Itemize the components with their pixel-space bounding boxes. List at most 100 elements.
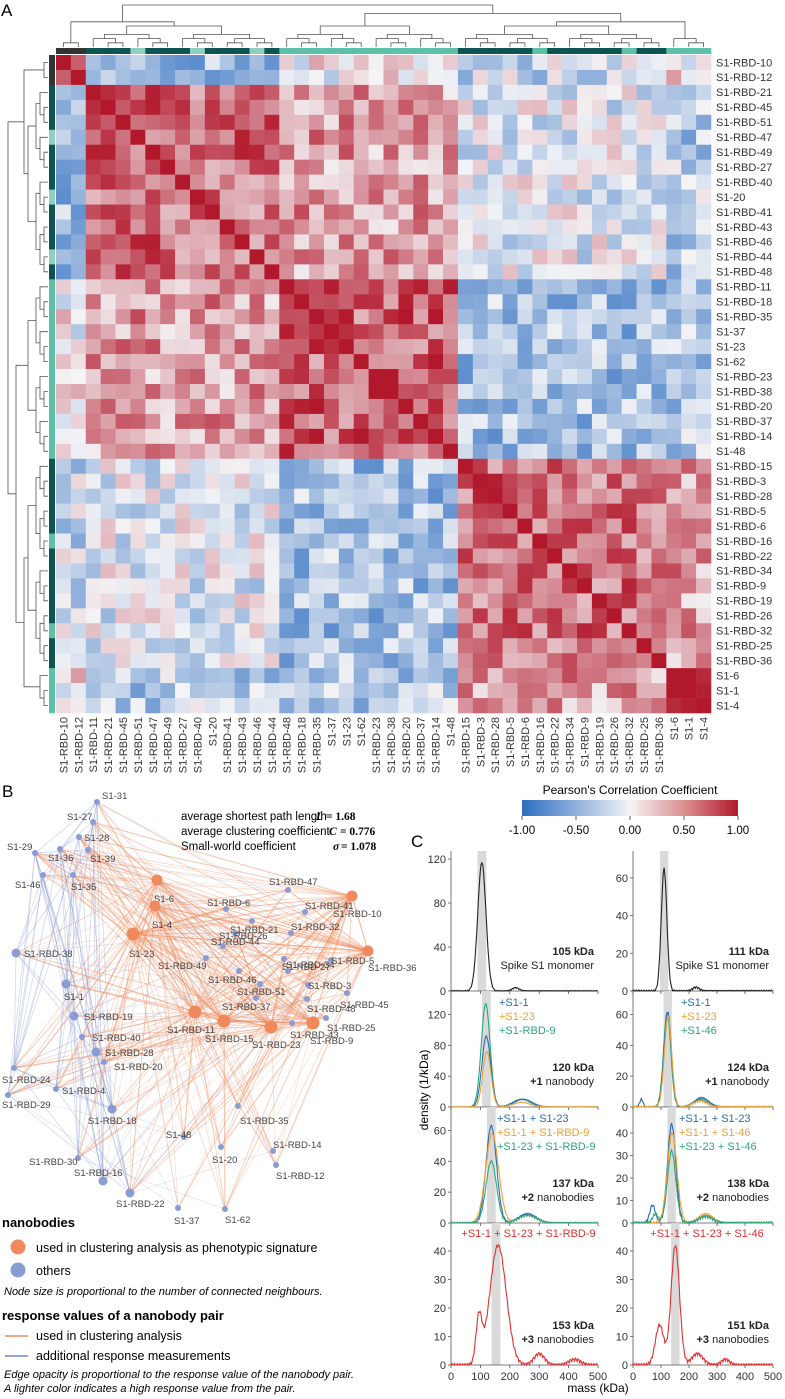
heatmap-cell	[189, 129, 206, 146]
network-node-label: S1-RBD-29	[2, 1100, 51, 1111]
heatmap-cell	[338, 84, 355, 101]
heatmap-cell	[621, 608, 637, 624]
column-label: S1-RBD-32	[624, 717, 636, 773]
network-edge	[102, 895, 353, 1182]
network-edge	[65, 933, 134, 985]
network-edge	[222, 945, 369, 952]
heatmap-cell	[309, 219, 325, 235]
heatmap-cell	[264, 683, 280, 699]
network-edge	[87, 849, 113, 1110]
heatmap-cell	[457, 503, 474, 519]
heatmap-cell	[189, 249, 206, 265]
heatmap-cell	[502, 623, 518, 639]
heatmap-cell	[219, 458, 235, 475]
heatmap-cell	[160, 384, 176, 400]
heatmap-cell	[204, 159, 221, 175]
heatmap-cell	[413, 608, 429, 624]
heatmap-cell	[517, 219, 533, 235]
heatmap-cell	[398, 249, 414, 265]
heatmap-cell	[636, 563, 652, 579]
heatmap-cell	[383, 548, 399, 564]
heatmap-cell	[547, 309, 563, 325]
network-edge	[73, 1011, 196, 1017]
network-edge	[7, 879, 158, 1096]
heatmap-cell	[428, 563, 444, 579]
heatmap-cell	[651, 638, 667, 654]
network-edge	[59, 848, 105, 1063]
heatmap-cell	[368, 84, 384, 101]
heatmap-cell	[189, 309, 206, 325]
heatmap-cell	[115, 129, 131, 146]
mp-y-tick-label: 40	[616, 911, 628, 923]
heatmap-cell	[591, 309, 608, 325]
heatmap-cell	[309, 683, 325, 699]
heatmap-cell	[681, 518, 697, 534]
heatmap-cell	[398, 264, 414, 280]
heatmap-cell	[606, 548, 622, 564]
heatmap-cell	[219, 653, 235, 669]
heatmap-cell	[204, 563, 221, 579]
network-edge	[103, 895, 353, 1063]
heatmap-cell	[353, 488, 369, 504]
heatmap-cell	[606, 398, 622, 415]
heatmap-cell	[577, 563, 593, 579]
network-node	[98, 1176, 108, 1186]
heatmap-cell	[368, 219, 384, 235]
heatmap-cell	[547, 653, 563, 669]
heatmap-cell	[56, 174, 72, 190]
network-edge	[96, 801, 272, 1028]
heatmap-cell	[443, 174, 459, 190]
heatmap-cell	[264, 698, 280, 714]
network-edge	[7, 1094, 185, 1138]
heatmap-cell	[353, 533, 369, 549]
heatmap-cell	[56, 533, 72, 549]
heatmap-cell	[696, 518, 712, 534]
heatmap-cell	[338, 443, 355, 460]
heatmap-cell	[636, 279, 652, 295]
column-label: S1-RBD-36	[654, 717, 666, 773]
network-edge	[238, 970, 314, 1024]
network-edge	[78, 836, 289, 972]
heatmap-cell	[577, 473, 593, 489]
network-edge	[87, 849, 156, 907]
heatmap-cell	[249, 69, 265, 86]
heatmap-cell	[636, 413, 652, 430]
heatmap-cell	[517, 608, 533, 624]
heatmap-cell	[502, 443, 518, 460]
heatmap-cell	[487, 174, 503, 190]
heatmap-cell	[502, 189, 518, 205]
heatmap-cell	[443, 413, 459, 430]
network-edge	[103, 1022, 314, 1063]
heatmap-cell	[368, 698, 384, 714]
heatmap-cell	[279, 548, 295, 564]
heatmap-cell	[428, 413, 444, 430]
heatmap-cell	[457, 279, 474, 295]
heatmap-cell	[666, 578, 682, 594]
heatmap-cell	[502, 249, 518, 265]
heatmap-cell	[249, 339, 265, 355]
heatmap-cell	[234, 279, 250, 295]
heatmap-cell	[175, 533, 191, 549]
heatmap-cell	[204, 99, 221, 116]
network-edge	[42, 874, 83, 1038]
network-edge	[306, 895, 353, 1000]
heatmap-cell	[651, 219, 667, 235]
heatmap-cell	[264, 234, 280, 250]
network-edge	[81, 1036, 131, 1194]
heatmap-cell	[100, 369, 116, 385]
heatmap-cell	[70, 413, 87, 430]
network-edge	[55, 998, 308, 1090]
heatmap-cell	[502, 518, 518, 534]
heatmap-cell	[175, 458, 191, 475]
heatmap-cell	[562, 309, 578, 325]
heatmap-cell	[487, 309, 503, 325]
heatmap-cell	[85, 533, 101, 549]
network-edge	[132, 933, 225, 1022]
heatmap-cell	[189, 398, 206, 415]
mp-legend-entry: +S1-46	[681, 1025, 717, 1037]
heatmap-cell	[383, 593, 399, 609]
network-edge	[77, 895, 353, 1159]
network-node-label: S1-37	[174, 1216, 199, 1227]
heatmap-cell	[547, 428, 563, 445]
network-edge	[154, 905, 227, 910]
